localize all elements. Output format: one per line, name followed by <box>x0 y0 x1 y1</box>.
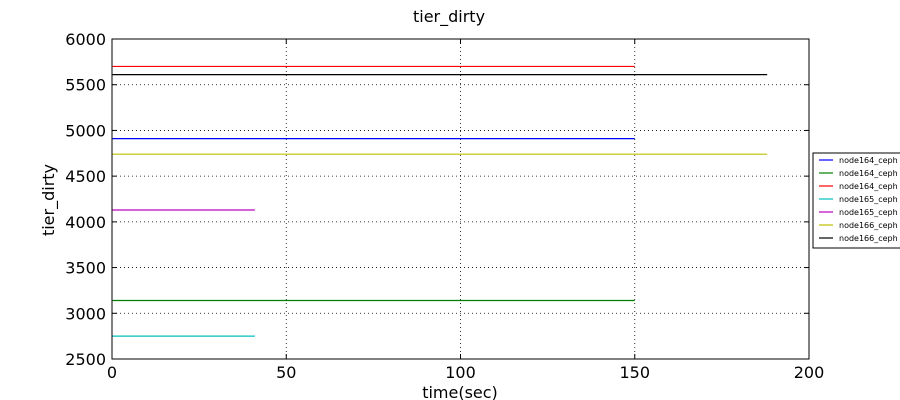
y-tick-label: 2500 <box>65 350 106 369</box>
y-tick-label: 5000 <box>65 121 106 140</box>
y-tick-label: 4500 <box>65 167 106 186</box>
legend-entry: node164_ceph <box>839 182 898 191</box>
legend-entry: node166_ceph <box>839 221 898 230</box>
x-tick-label: 0 <box>107 363 117 382</box>
legend-entry: node164_ceph <box>839 169 898 178</box>
chart-title: tier_dirty <box>413 7 485 27</box>
x-tick-label: 150 <box>619 363 650 382</box>
y-tick-label: 3500 <box>65 259 106 278</box>
legend-box <box>812 152 900 249</box>
x-tick-label: 50 <box>276 363 296 382</box>
y-tick-label: 5500 <box>65 76 106 95</box>
legend-entry: node164_ceph <box>839 156 898 165</box>
x-axis-label: time(sec) <box>422 383 498 400</box>
legend-entry: node165_ceph <box>839 208 898 217</box>
axis-ticks: 0 50 100 150 200 2500 3000 3500 4000 4500 5000 5500… <box>65 30 824 382</box>
y-tick-label: 6000 <box>65 30 106 49</box>
y-tick-label: 3000 <box>65 304 106 323</box>
grid <box>112 39 809 359</box>
y-axis-label: tier_dirty <box>39 164 59 236</box>
legend: node164_ceph node164_ceph node164_cephnode… <box>812 152 900 249</box>
legend-entry: node165_ceph <box>839 195 898 204</box>
legend-entry: node166_ceph <box>839 234 898 243</box>
x-tick-label: 100 <box>445 363 476 382</box>
y-tick-label: 4000 <box>65 213 106 232</box>
x-tick-label: 200 <box>794 363 825 382</box>
series-lines <box>112 65 768 337</box>
